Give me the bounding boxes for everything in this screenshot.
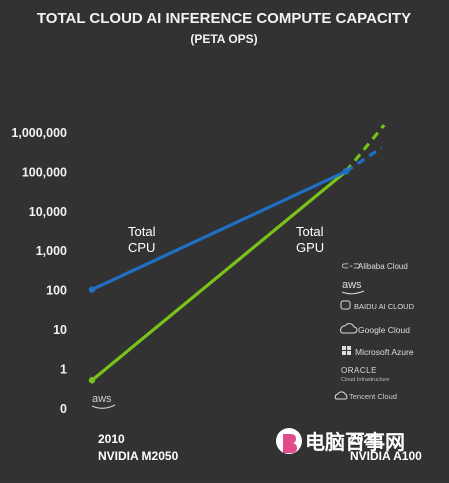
gpu-label-line2: GPU — [296, 240, 324, 255]
aws-badge-text: aws — [92, 393, 112, 405]
google-cloud-icon — [340, 323, 358, 334]
gpu-series-line — [90, 169, 348, 382]
gpu-label-line1: Total — [296, 224, 324, 239]
cpu-projection-line — [345, 146, 383, 173]
gpu-data-point — [88, 377, 96, 384]
x-label-start-product: NVIDIA M2050 — [98, 449, 179, 463]
aws-icon — [341, 290, 365, 295]
gpu-projection-line — [344, 124, 386, 173]
baidu-icon — [340, 300, 351, 310]
plot-area — [88, 124, 386, 384]
chart-subtitle: (PETA OPS) — [190, 32, 257, 46]
y-tick-label: 10 — [53, 323, 67, 337]
cpu-label-line1: Total — [128, 224, 156, 239]
y-tick-label: 1,000,000 — [11, 126, 67, 140]
cpu-label-line2: CPU — [128, 240, 155, 255]
y-tick-label: 1 — [60, 362, 67, 376]
cpu-data-point — [88, 286, 96, 293]
x-label-end-product: NVIDIA A100 — [350, 449, 422, 463]
y-tick-label: 10,000 — [29, 205, 67, 219]
provider-subname: Cloud Infrastructure — [341, 377, 389, 383]
watermark-logo-mark — [283, 434, 297, 453]
y-tick-label: 0 — [60, 402, 67, 416]
watermark: 电脑百事网 — [276, 428, 405, 454]
y-tick-label: 100,000 — [22, 165, 67, 179]
tencent-icon — [334, 391, 348, 400]
chart-title: TOTAL CLOUD AI INFERENCE COMPUTE CAPACIT… — [37, 10, 411, 27]
cpu-data-point — [342, 168, 350, 175]
provider-name: aws — [342, 279, 362, 291]
provider-name: Alibaba Cloud — [358, 262, 408, 271]
provider-microsoft: Microsoft Azure — [342, 346, 414, 357]
provider-alibaba: ⊂-⊃ Alibaba Cloud — [341, 261, 408, 272]
provider-name: Tencent Cloud — [349, 392, 397, 401]
watermark-text: 电脑百事网 — [305, 430, 405, 454]
provider-aws: aws — [341, 279, 365, 295]
provider-name: Microsoft Azure — [355, 347, 414, 357]
provider-name: Google Cloud — [358, 325, 410, 335]
microsoft-icon — [342, 346, 351, 355]
provider-name: BAIDU AI CLOUD — [354, 302, 415, 311]
cpu-series-line — [90, 169, 348, 292]
aws-badge: aws — [91, 393, 116, 409]
aws-smile-icon — [91, 404, 116, 409]
provider-oracle: ORACLE Cloud Infrastructure — [341, 366, 389, 383]
oracle-icon: ORACLE — [341, 366, 377, 375]
alibaba-icon: ⊂-⊃ — [341, 261, 361, 272]
x-label-end-year: 2020 — [350, 432, 377, 446]
provider-tencent: Tencent Cloud — [334, 391, 397, 401]
y-tick-label: 100 — [46, 284, 67, 298]
x-label-start-year: 2010 — [98, 432, 125, 446]
provider-baidu: BAIDU AI CLOUD — [340, 300, 415, 311]
provider-google: Google Cloud — [340, 323, 410, 335]
y-tick-label: 1,000 — [36, 244, 67, 258]
provider-list: ⊂-⊃ Alibaba Cloud aws BAIDU AI CLOUD Goo… — [334, 261, 415, 401]
